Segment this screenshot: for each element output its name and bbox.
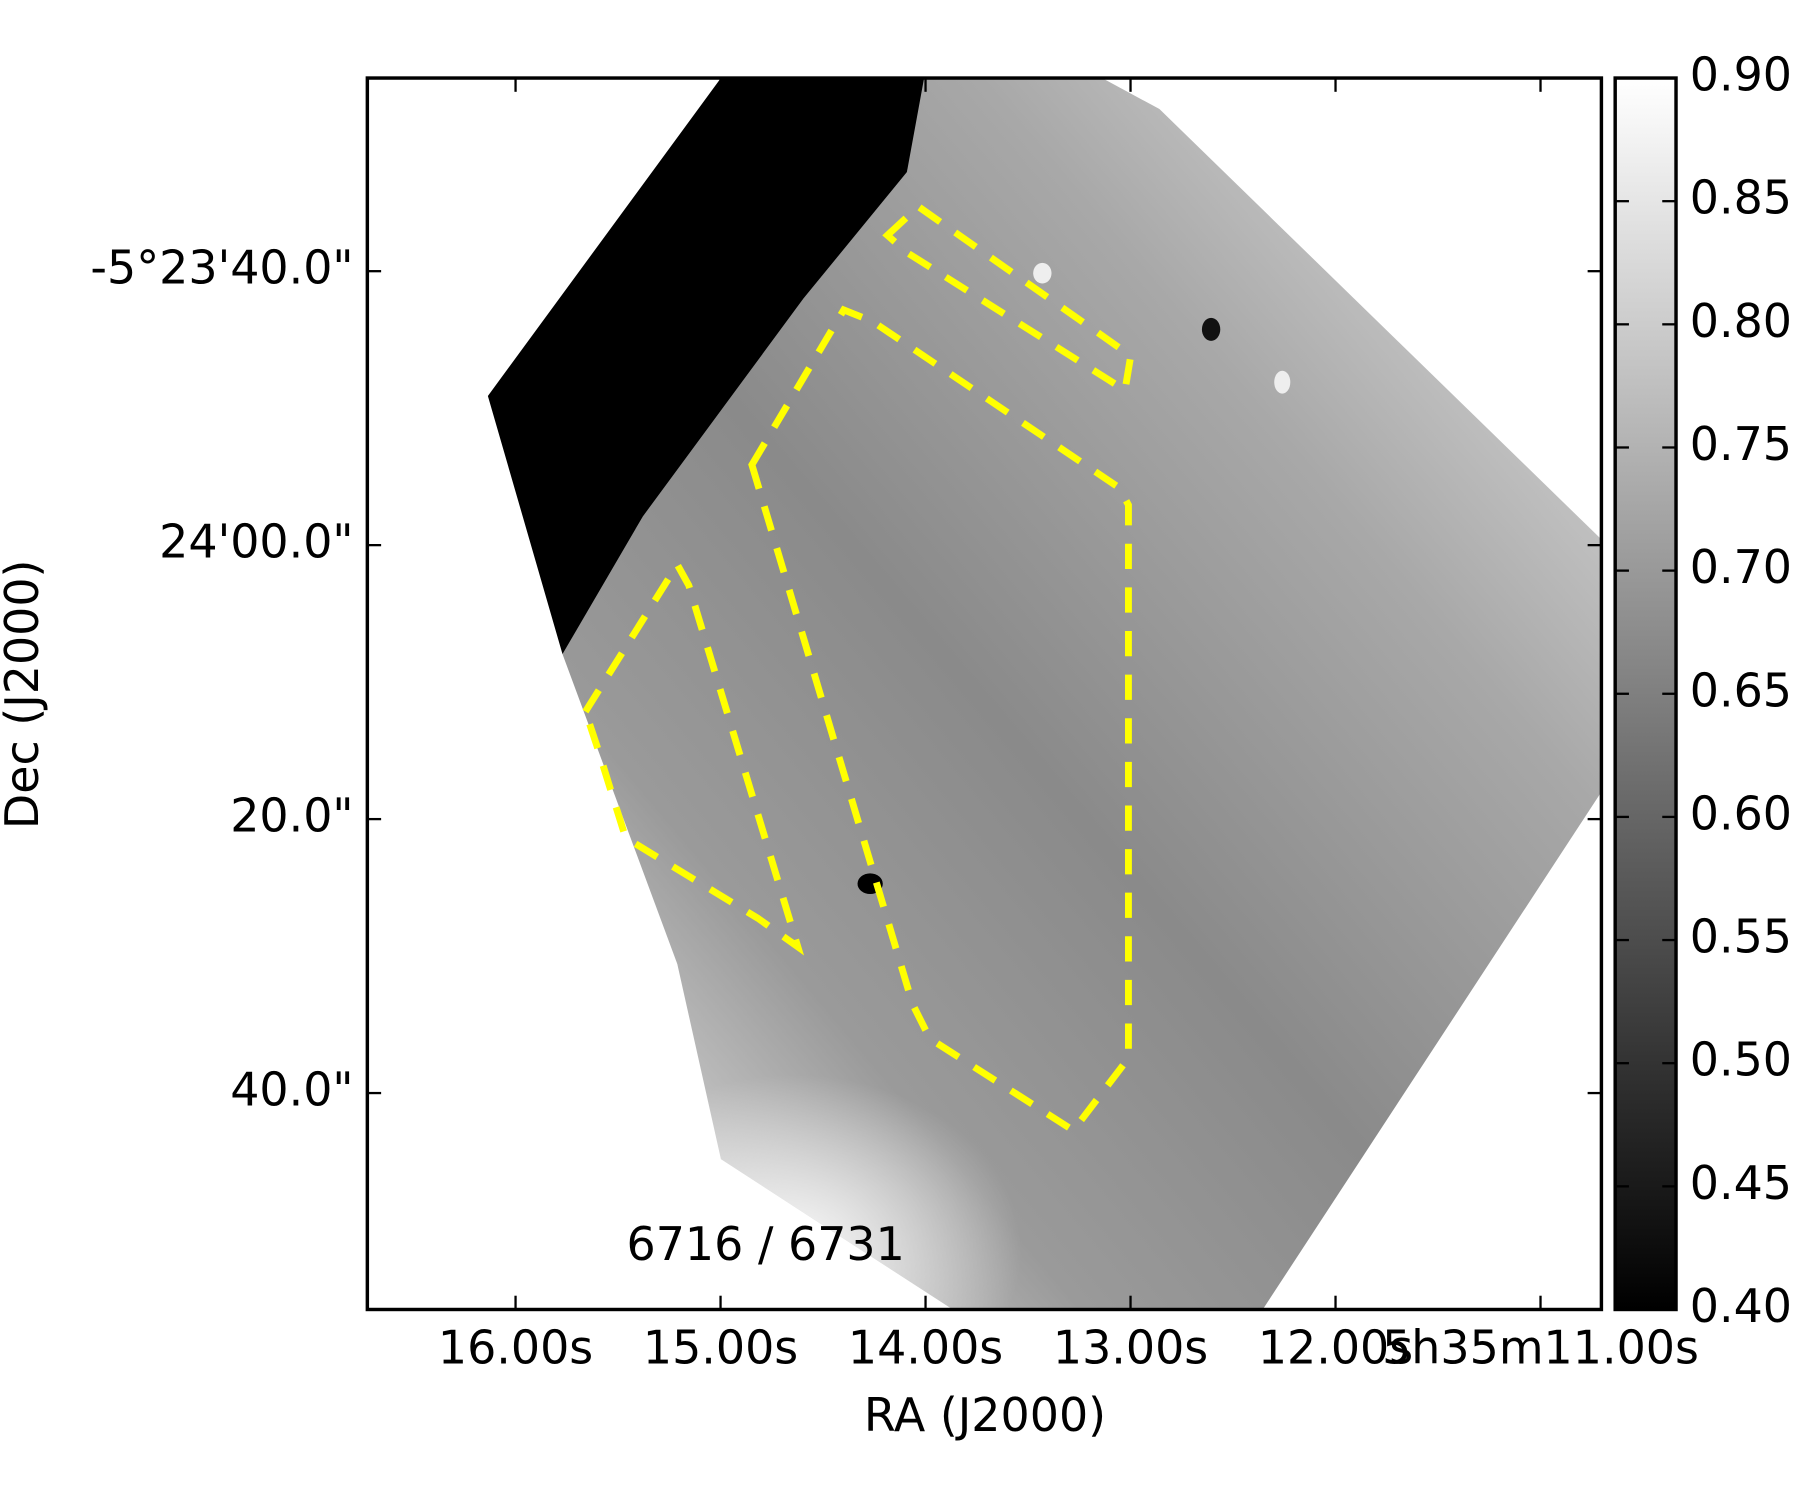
x-tick-label: 14.00s — [848, 1320, 1003, 1374]
annotation: 6716 / 6731 — [627, 1217, 905, 1271]
star — [1201, 317, 1221, 341]
colorbar-tick-label: 0.40 — [1690, 1279, 1792, 1333]
colorbar-tick-label: 0.85 — [1690, 171, 1792, 225]
x-axis-label: RA (J2000) — [864, 1388, 1106, 1442]
colorbar-tick-label: 0.45 — [1690, 1156, 1792, 1210]
x-tick-label: 12.00s — [1258, 1320, 1413, 1374]
y-tick-label: 24'00.0" — [159, 515, 353, 569]
colorbar-tick-label: 0.60 — [1690, 786, 1792, 840]
colorbar-tick-label: 0.90 — [1690, 48, 1792, 102]
y-tick-label: 40.0" — [230, 1063, 353, 1117]
region — [882, 202, 1135, 396]
y-tick-label: -5°23'40.0" — [90, 241, 353, 295]
masked-wedge — [487, 78, 925, 655]
region — [748, 305, 1132, 1136]
colorbar-tick-label: 0.65 — [1690, 663, 1792, 717]
field-glow — [642, 918, 1148, 1310]
x-tick-label: 16.00s — [438, 1320, 593, 1374]
colorbar-tick-label: 0.70 — [1690, 540, 1792, 594]
colorbar-tick-label: 0.55 — [1690, 910, 1792, 964]
regions — [581, 202, 1135, 1136]
colorbar-tick-label: 0.50 — [1690, 1033, 1792, 1087]
region — [581, 557, 805, 956]
y-axis-label: Dec (J2000) — [0, 560, 49, 830]
star — [1033, 262, 1052, 284]
y-tick-label: 20.0" — [230, 789, 353, 843]
x-tick-label: 13.00s — [1053, 1320, 1208, 1374]
plot-frame — [365, 76, 1604, 1312]
x-tick-label: 5h35m11.00s — [1382, 1320, 1699, 1374]
colorbar-tick-label: 0.80 — [1690, 294, 1792, 348]
star — [1274, 370, 1291, 394]
image — [367, 78, 1602, 1310]
x-tick-label: 15.00s — [643, 1320, 798, 1374]
colorbar-tick-label: 0.75 — [1690, 417, 1792, 471]
